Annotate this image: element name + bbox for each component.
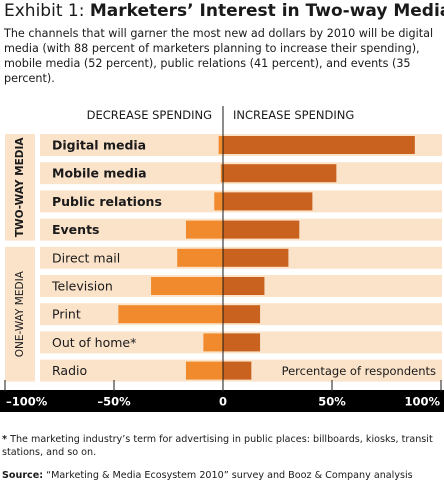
bar-decrease [151, 277, 223, 295]
bar-decrease [118, 305, 223, 324]
group-labels: TWO-WAY MEDIA ONE-WAY MEDIA [5, 134, 35, 382]
footnote-marker: * [2, 434, 8, 445]
tick-label: 0 [219, 395, 227, 409]
bar-decrease [220, 164, 223, 183]
group-label: TWO-WAY MEDIA [14, 137, 26, 237]
annotation-text: Percentage of respondents [282, 364, 436, 378]
category-label: Television [51, 279, 113, 294]
footnote-text: The marketing industry’s term for advert… [2, 434, 433, 458]
header-decrease: DECREASE SPENDING [87, 108, 212, 122]
category-label: Digital media [52, 138, 146, 153]
chart-subtitle: The channels that will garner the most n… [4, 27, 434, 85]
group-label: ONE-WAY MEDIA [14, 270, 26, 357]
tick-label: –100% [6, 395, 48, 409]
category-label: Print [52, 307, 81, 322]
title-exhibit-label: Exhibit 1: [4, 1, 90, 21]
bar-decrease [214, 192, 223, 211]
diverging-bar-chart: TWO-WAY MEDIA ONE-WAY MEDIA Digital media… [0, 106, 444, 412]
source-line: Source: “Marketing & Media Ecosystem 201… [2, 470, 442, 481]
bar-increase [223, 361, 252, 380]
bar-decrease [185, 220, 223, 239]
bar-increase [223, 220, 300, 239]
category-label: Mobile media [52, 166, 147, 181]
source-text: “Marketing & Media Ecosystem 2010” surve… [46, 470, 413, 481]
bar-increase [223, 192, 313, 211]
category-label: Public relations [52, 194, 162, 209]
bar-increase [223, 277, 265, 295]
bar-increase [223, 333, 261, 352]
group-band [5, 246, 35, 382]
bar-decrease [185, 361, 223, 380]
footnote: * The marketing industry’s term for adve… [2, 433, 440, 459]
bar-increase [223, 248, 289, 267]
bar-increase [223, 305, 261, 324]
tick-label: –50% [97, 395, 131, 409]
source-label: Source: [2, 470, 44, 481]
title-main: Marketers’ Interest in Two-way Media [89, 1, 444, 21]
bar-decrease [203, 333, 223, 352]
bar-decrease [218, 136, 223, 154]
x-axis: Percentage of respondents –100% –50% 0 50% 10… [0, 106, 444, 412]
bar-decrease [177, 248, 223, 267]
category-label: Events [52, 222, 99, 237]
group-band [5, 134, 35, 241]
bar-increase [223, 164, 337, 183]
bars [118, 136, 415, 380]
category-label: Out of home* [52, 335, 136, 350]
tick-label: 50% [318, 395, 346, 409]
tick-label: 100% [404, 395, 440, 409]
direction-headers: DECREASE SPENDING INCREASE SPENDING [87, 108, 355, 122]
category-label: Direct mail [52, 250, 120, 265]
category-labels: Digital media Mobile media Public relation… [51, 138, 162, 379]
chart-title: Exhibit 1: Marketers’ Interest in Two-wa… [4, 1, 444, 21]
category-label: Radio [52, 363, 87, 378]
header-increase: INCREASE SPENDING [233, 108, 354, 122]
bar-increase [223, 136, 415, 154]
axis-bar [0, 390, 444, 412]
